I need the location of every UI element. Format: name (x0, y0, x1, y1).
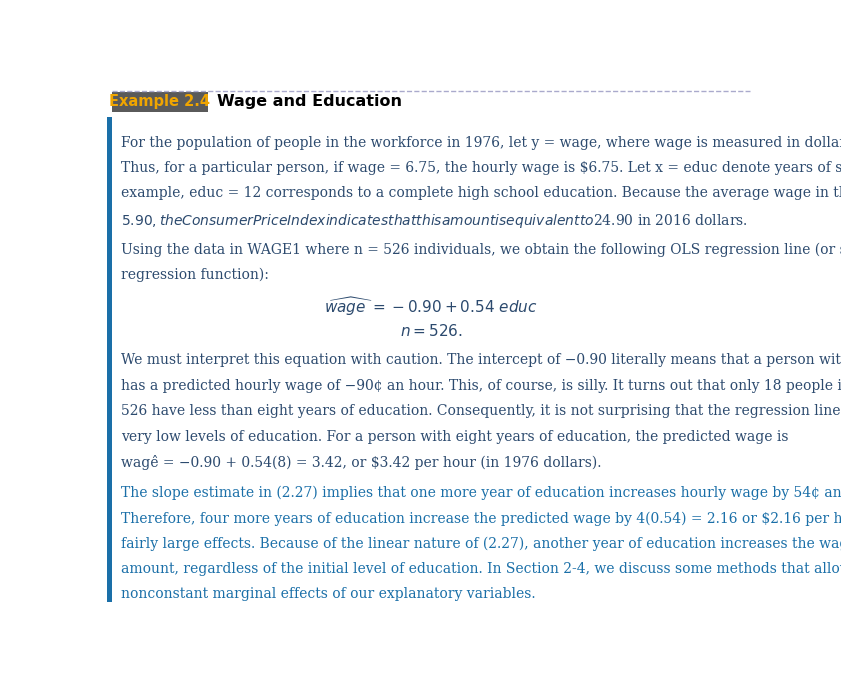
Text: Example 2.4: Example 2.4 (109, 94, 210, 109)
Text: We must interpret this equation with caution. The intercept of −0.90 literally m: We must interpret this equation with cau… (121, 353, 841, 367)
Text: has a predicted hourly wage of −90¢ an hour. This, of course, is silly. It turns: has a predicted hourly wage of −90¢ an h… (121, 378, 841, 393)
Text: $n = 526.$: $n = 526.$ (399, 323, 463, 338)
Text: $5.90, the Consumer Price Index indicates that this amount is equivalent to $24.: $5.90, the Consumer Price Index indicate… (121, 212, 748, 230)
Text: $\widehat{wage}$ $= -0.90 + 0.54\ \mathit{educ}$: $\widehat{wage}$ $= -0.90 + 0.54\ \mathi… (324, 296, 538, 319)
FancyBboxPatch shape (107, 117, 112, 602)
Text: The slope estimate in (2.27) implies that one more year of education increases h: The slope estimate in (2.27) implies tha… (121, 486, 841, 500)
Text: example, educ = 12 corresponds to a complete high school education. Because the : example, educ = 12 corresponds to a comp… (121, 186, 841, 200)
Text: amount, regardless of the initial level of education. In Section 2-4, we discuss: amount, regardless of the initial level … (121, 562, 841, 576)
Text: regression function):: regression function): (121, 268, 269, 282)
Text: Using the data in WAGE1 where n = 526 individuals, we obtain the following OLS r: Using the data in WAGE1 where n = 526 in… (121, 243, 841, 257)
Text: Therefore, four more years of education increase the predicted wage by 4(0.54) =: Therefore, four more years of education … (121, 511, 841, 526)
Text: very low levels of education. For a person with eight years of education, the pr: very low levels of education. For a pers… (121, 429, 789, 444)
FancyBboxPatch shape (112, 92, 208, 111)
Text: Thus, for a particular person, if wage = 6.75, the hourly wage is $6.75. Let x =: Thus, for a particular person, if wage =… (121, 161, 841, 175)
Text: fairly large effects. Because of the linear nature of (2.27), another year of ed: fairly large effects. Because of the lin… (121, 537, 841, 551)
Text: wagê = −0.90 + 0.54(8) = 3.42, or $3.42 per hour (in 1976 dollars).: wagê = −0.90 + 0.54(8) = 3.42, or $3.42… (121, 455, 602, 470)
Text: For the population of people in the workforce in 1976, let y = wage, where wage : For the population of people in the work… (121, 136, 841, 149)
Text: 526 have less than eight years of education. Consequently, it is not surprising : 526 have less than eight years of educat… (121, 404, 841, 418)
Text: Wage and Education: Wage and Education (217, 94, 402, 109)
Text: nonconstant marginal effects of our explanatory variables.: nonconstant marginal effects of our expl… (121, 588, 536, 601)
